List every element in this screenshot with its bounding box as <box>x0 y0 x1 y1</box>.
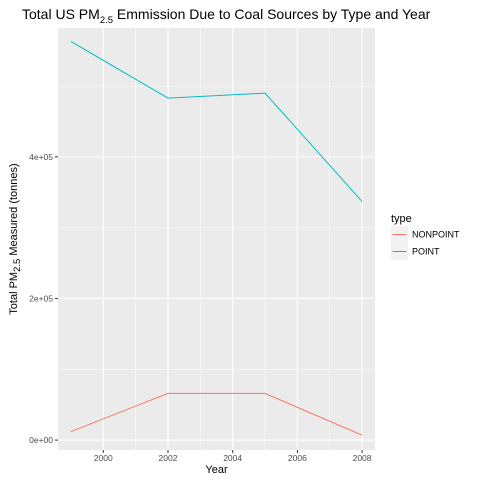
minor-gridlines <box>58 28 375 450</box>
x-axis-ticks: 2000 2002 2004 2006 2008 <box>94 450 372 463</box>
x-axis-title: Year <box>205 464 228 476</box>
x-tick-label: 2006 <box>288 453 307 463</box>
x-tick-label: 2008 <box>353 453 372 463</box>
y-axis-title-rest: Measured (tonnes) <box>8 163 20 258</box>
series-lines <box>70 41 363 436</box>
y-tick-label: 0e+00 <box>29 435 53 445</box>
y-axis-ticks: 0e+00 2e+05 4e+05 <box>29 152 58 445</box>
major-gridlines <box>58 28 375 450</box>
x-tick-label: 2000 <box>94 453 113 463</box>
y-axis-title-main: Total PM <box>8 272 20 315</box>
y-tick-label: 4e+05 <box>29 152 53 162</box>
y-tick-label: 2e+05 <box>29 293 53 303</box>
x-tick-label: 2004 <box>223 453 242 463</box>
series-line-point <box>70 41 363 202</box>
y-axis-title: Total PM2.5 Measured (tonnes) <box>8 163 23 314</box>
legend-label-nonpoint: NONPOINT <box>412 230 460 240</box>
legend-label-point: POINT <box>412 247 440 257</box>
chart-title-subscript: 2.5 <box>100 15 113 26</box>
legend: type NONPOINT POINT <box>391 213 460 260</box>
legend-title: type <box>391 213 412 225</box>
chart-title-main: Total US PM <box>22 6 100 22</box>
chart-title: Total US PM2.5 Emmission Due to Coal Sou… <box>22 6 431 26</box>
y-axis-title-subscript: 2.5 <box>12 259 23 272</box>
chart-title-rest: Emmission Due to Coal Sources by Type an… <box>113 6 431 22</box>
plot-panel <box>58 28 375 450</box>
x-tick-label: 2002 <box>159 453 178 463</box>
series-line-nonpoint <box>70 392 363 436</box>
